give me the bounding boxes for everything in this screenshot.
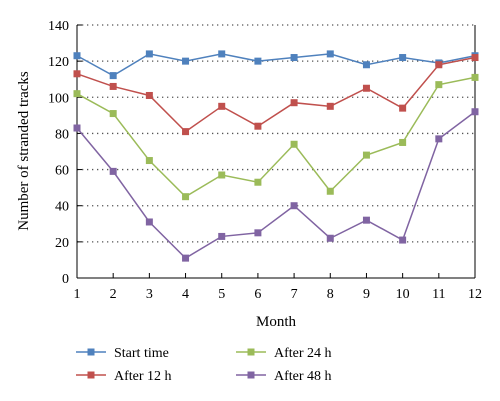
legend-marker <box>247 348 255 356</box>
y-tick-label: 140 <box>48 19 69 34</box>
x-tick-label: 2 <box>110 287 117 302</box>
data-point <box>145 218 153 226</box>
series-2 <box>73 54 479 136</box>
data-point <box>362 61 370 69</box>
data-point <box>326 50 334 58</box>
legend-item: Start time <box>76 346 169 361</box>
series <box>73 50 479 262</box>
legend-item: After 48 h <box>236 369 332 384</box>
y-tick-label: 40 <box>55 200 69 215</box>
legend-marker <box>87 371 95 379</box>
x-tick-label: 6 <box>254 287 261 302</box>
y-axis-title: Number of stranded tracks <box>16 71 32 231</box>
data-point <box>109 167 117 175</box>
data-point <box>435 81 443 89</box>
y-tick-label: 100 <box>48 91 69 106</box>
series-1 <box>73 50 479 80</box>
legend-label: After 48 h <box>274 369 332 384</box>
data-point <box>254 178 262 186</box>
data-point <box>290 54 298 62</box>
x-tick-label: 7 <box>291 287 298 302</box>
x-tick-label: 10 <box>396 287 410 302</box>
legend-label: After 12 h <box>114 369 172 384</box>
legend-label: Start time <box>114 346 169 361</box>
data-point <box>326 187 334 195</box>
axes <box>76 25 476 279</box>
x-axis-title: Month <box>256 314 297 330</box>
data-point <box>290 140 298 148</box>
data-point <box>73 90 81 98</box>
data-point <box>362 216 370 224</box>
data-point <box>254 122 262 130</box>
legend: Start time After 12 h After 24 h After 48 h <box>76 346 332 384</box>
data-point <box>326 234 334 242</box>
data-point <box>182 57 190 65</box>
data-point <box>73 52 81 60</box>
data-point <box>290 202 298 210</box>
data-point <box>218 232 226 240</box>
data-point <box>326 102 334 110</box>
series-3 <box>73 73 479 201</box>
data-point <box>254 229 262 237</box>
legend-marker <box>87 348 95 356</box>
y-tick-label: 80 <box>55 127 69 142</box>
data-point <box>435 135 443 143</box>
series-line <box>76 111 476 260</box>
data-point <box>362 151 370 159</box>
legend-item: After 12 h <box>76 369 172 384</box>
legend-marker <box>247 371 255 379</box>
data-point <box>399 236 407 244</box>
data-point <box>145 157 153 165</box>
x-tick-label: 5 <box>218 287 225 302</box>
data-point <box>73 124 81 132</box>
data-point <box>218 102 226 110</box>
legend-label: After 24 h <box>274 346 332 361</box>
data-point <box>399 54 407 62</box>
x-tick-label: 4 <box>182 287 189 302</box>
data-point <box>471 54 479 62</box>
y-tick-label: 0 <box>62 272 69 287</box>
data-point <box>471 108 479 116</box>
data-point <box>145 50 153 58</box>
series-line <box>76 56 476 133</box>
data-point <box>218 50 226 58</box>
y-tick-label: 60 <box>55 164 69 179</box>
data-point <box>109 72 117 80</box>
data-point <box>109 110 117 118</box>
grid-lines <box>77 24 475 243</box>
series-4 <box>73 108 479 262</box>
y-tick-label: 20 <box>55 236 69 251</box>
data-point <box>471 73 479 81</box>
data-point <box>254 57 262 65</box>
data-point <box>182 128 190 136</box>
x-tick-label: 1 <box>74 287 81 302</box>
data-point <box>73 70 81 78</box>
x-tick-label: 9 <box>363 287 370 302</box>
x-tick-label: 3 <box>146 287 153 302</box>
data-point <box>362 84 370 92</box>
data-point <box>399 138 407 146</box>
data-point <box>435 61 443 69</box>
data-point <box>182 254 190 262</box>
legend-item: After 24 h <box>236 346 332 361</box>
x-tick-label: 12 <box>468 287 482 302</box>
x-tick-label: 11 <box>432 287 445 302</box>
data-point <box>290 99 298 107</box>
y-tick-label: 120 <box>48 55 69 70</box>
series-line <box>76 76 476 198</box>
x-tick-label: 8 <box>327 287 334 302</box>
data-point <box>109 82 117 90</box>
data-point <box>145 91 153 99</box>
data-point <box>399 104 407 112</box>
data-point <box>218 171 226 179</box>
series-line <box>76 53 476 77</box>
data-point <box>182 193 190 201</box>
